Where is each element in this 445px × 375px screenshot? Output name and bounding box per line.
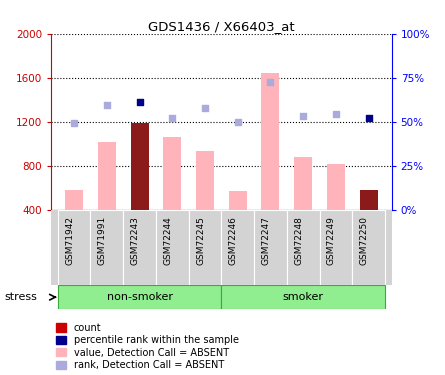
Text: GSM72248: GSM72248 bbox=[294, 216, 303, 265]
Bar bbox=[58, 210, 90, 285]
Bar bbox=[294, 157, 312, 210]
Bar bbox=[222, 285, 385, 309]
Point bbox=[299, 113, 307, 119]
Bar bbox=[156, 210, 189, 285]
Bar bbox=[287, 210, 320, 285]
Bar bbox=[222, 210, 254, 285]
Bar bbox=[163, 137, 181, 210]
Point bbox=[267, 79, 274, 85]
Bar bbox=[189, 210, 222, 285]
Bar bbox=[327, 164, 345, 210]
Bar bbox=[58, 285, 222, 309]
Bar bbox=[196, 150, 214, 210]
Point bbox=[70, 120, 77, 126]
Text: GSM72246: GSM72246 bbox=[229, 216, 238, 265]
Bar bbox=[130, 123, 149, 210]
Text: smoker: smoker bbox=[283, 292, 324, 302]
Bar bbox=[320, 210, 352, 285]
Bar bbox=[123, 210, 156, 285]
Bar bbox=[98, 142, 116, 210]
Text: GSM72249: GSM72249 bbox=[327, 216, 336, 265]
Text: GSM72250: GSM72250 bbox=[360, 216, 369, 265]
Point bbox=[169, 115, 176, 121]
Title: GDS1436 / X66403_at: GDS1436 / X66403_at bbox=[148, 20, 295, 33]
Text: GSM72245: GSM72245 bbox=[196, 216, 205, 265]
Point bbox=[332, 111, 340, 117]
Text: GSM72243: GSM72243 bbox=[130, 216, 140, 265]
Bar bbox=[360, 190, 378, 210]
Bar bbox=[65, 190, 83, 210]
Point bbox=[202, 105, 209, 111]
Bar bbox=[262, 74, 279, 210]
Point bbox=[365, 115, 372, 121]
Text: non-smoker: non-smoker bbox=[106, 292, 173, 302]
Bar bbox=[229, 191, 247, 210]
Point bbox=[234, 119, 241, 125]
Point bbox=[136, 99, 143, 105]
Bar bbox=[254, 210, 287, 285]
Bar bbox=[352, 210, 385, 285]
Legend: count, percentile rank within the sample, value, Detection Call = ABSENT, rank, : count, percentile rank within the sample… bbox=[56, 323, 239, 370]
Text: stress: stress bbox=[4, 292, 37, 302]
Point bbox=[103, 102, 110, 108]
Text: GSM72244: GSM72244 bbox=[163, 216, 172, 265]
Text: GSM71942: GSM71942 bbox=[65, 216, 74, 265]
Text: GSM72247: GSM72247 bbox=[262, 216, 271, 265]
Bar bbox=[90, 210, 123, 285]
Text: GSM71991: GSM71991 bbox=[98, 216, 107, 265]
